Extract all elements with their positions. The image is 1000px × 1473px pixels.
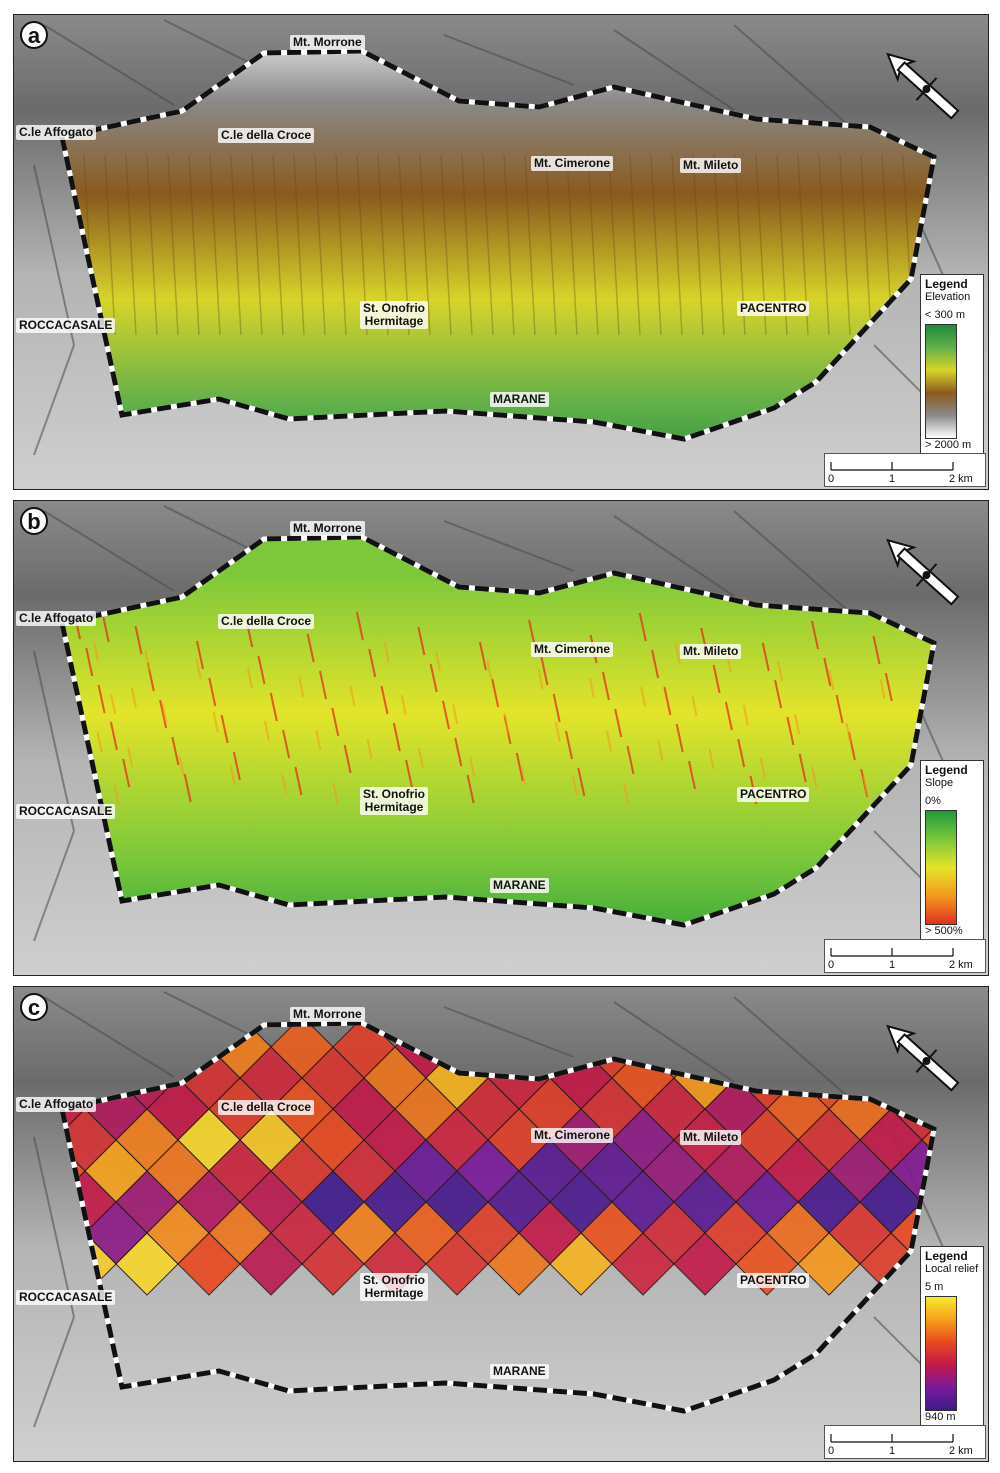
place-label-mt-mileto: Mt. Mileto: [680, 158, 742, 173]
place-label-hermitage: Hermitage: [364, 800, 424, 814]
place-label-hermitage: Hermitage: [364, 1286, 424, 1300]
north-arrow-icon: [872, 521, 972, 621]
scale-label-2km: 2 km: [949, 1445, 973, 1457]
legend-top-value: 5 m: [925, 1281, 944, 1293]
scale-bar-ruler: [830, 948, 954, 957]
panel-letter: a: [20, 21, 48, 49]
scale-label-2km: 2 km: [949, 473, 973, 485]
panel-a-elevation-map: a Mt. Morrone C.le Affogato C.le della C…: [13, 14, 989, 490]
place-label-cle-della-croce: C.le della Croce: [218, 614, 315, 629]
place-label-mt-morrone: Mt. Morrone: [290, 1007, 365, 1022]
legend-bottom-value: 940 m: [925, 1411, 956, 1423]
scale-label-0: 0: [828, 473, 835, 485]
scale-bar-ruler: [830, 1434, 954, 1443]
legend: Legend Elevation < 300 m > 2000 m: [920, 274, 984, 458]
map-c: [14, 987, 988, 1461]
study-area-boundary: [59, 534, 937, 928]
scale-bar: 0 1 2 km: [824, 939, 986, 973]
place-label-mt-cimerone: Mt. Cimerone: [531, 642, 614, 657]
study-area-boundary: [59, 1020, 937, 1414]
north-arrow-center: [922, 85, 931, 94]
study-area-fill: [62, 51, 934, 439]
place-label-st-onofrio: St. Onofrio: [363, 787, 425, 801]
legend-title: Legend: [925, 1249, 968, 1263]
legend: Legend Slope 0% > 500%: [920, 760, 984, 944]
place-label-pacentro: PACENTRO: [737, 787, 810, 802]
place-label-cle-della-croce: C.le della Croce: [218, 128, 315, 143]
place-label-st-onofrio-hermitage: St. Onofrio Hermitage: [360, 1273, 428, 1301]
place-label-st-onofrio: St. Onofrio: [363, 1273, 425, 1287]
study-area-boundary: [59, 48, 937, 442]
place-label-st-onofrio-hermitage: St. Onofrio Hermitage: [360, 787, 428, 815]
place-label-roccacasale: ROCCACASALE: [16, 1290, 116, 1305]
scale-label-0: 0: [828, 959, 835, 971]
place-label-cle-della-croce: C.le della Croce: [218, 1100, 315, 1115]
scale-label-1: 1: [889, 1445, 896, 1457]
place-label-mt-mileto: Mt. Mileto: [680, 1130, 742, 1145]
legend-bottom-value: > 500%: [925, 925, 963, 937]
scale-label-1: 1: [889, 959, 896, 971]
legend-variable: Slope: [925, 777, 954, 789]
legend: Legend Local relief 5 m 940 m: [920, 1246, 984, 1430]
map-a: [14, 15, 988, 489]
panel-letter: c: [20, 993, 48, 1021]
panel-letter: b: [20, 507, 48, 535]
scale-label-0: 0: [828, 1445, 835, 1457]
north-arrow-center: [922, 571, 931, 580]
legend-color-ramp: [925, 810, 957, 925]
legend-bottom-value: > 2000 m: [925, 439, 972, 451]
place-label-marane: MARANE: [490, 878, 549, 893]
panel-c-local-relief-map: c Mt. Morrone C.le Affogato C.le della C…: [13, 986, 989, 1462]
scale-label-2km: 2 km: [949, 959, 973, 971]
legend-top-value: < 300 m: [925, 309, 966, 321]
north-arrow-center: [922, 1057, 931, 1066]
north-arrow-icon: [872, 1007, 972, 1107]
legend-variable: Local relief: [925, 1263, 979, 1275]
legend-color-ramp: [925, 324, 957, 439]
place-label-hermitage: Hermitage: [364, 314, 424, 328]
scale-bar-ruler: [830, 462, 954, 471]
place-label-marane: MARANE: [490, 1364, 549, 1379]
legend-variable: Elevation: [925, 291, 971, 303]
place-label-mt-morrone: Mt. Morrone: [290, 35, 365, 50]
place-label-marane: MARANE: [490, 392, 549, 407]
place-label-pacentro: PACENTRO: [737, 301, 810, 316]
place-label-mt-mileto: Mt. Mileto: [680, 644, 742, 659]
place-label-roccacasale: ROCCACASALE: [16, 804, 116, 819]
place-label-cle-affogato: C.le Affogato: [16, 611, 97, 626]
place-label-pacentro: PACENTRO: [737, 1273, 810, 1288]
legend-top-value: 0%: [925, 795, 941, 807]
place-label-mt-cimerone: Mt. Cimerone: [531, 156, 614, 171]
map-b: [14, 501, 988, 975]
scale-bar: 0 1 2 km: [824, 453, 986, 487]
place-label-mt-cimerone: Mt. Cimerone: [531, 1128, 614, 1143]
scale-bar: 0 1 2 km: [824, 1425, 986, 1459]
legend-title: Legend: [925, 763, 968, 777]
panel-b-slope-map: b Mt. Morrone C.le Affogato C.le della C…: [13, 500, 989, 976]
place-label-cle-affogato: C.le Affogato: [16, 1097, 97, 1112]
place-label-st-onofrio-hermitage: St. Onofrio Hermitage: [360, 301, 428, 329]
place-label-st-onofrio: St. Onofrio: [363, 301, 425, 315]
legend-title: Legend: [925, 277, 968, 291]
place-label-mt-morrone: Mt. Morrone: [290, 521, 365, 536]
north-arrow-icon: [872, 35, 972, 135]
place-label-cle-affogato: C.le Affogato: [16, 125, 97, 140]
legend-color-ramp: [925, 1296, 957, 1411]
scale-label-1: 1: [889, 473, 896, 485]
place-label-roccacasale: ROCCACASALE: [16, 318, 116, 333]
